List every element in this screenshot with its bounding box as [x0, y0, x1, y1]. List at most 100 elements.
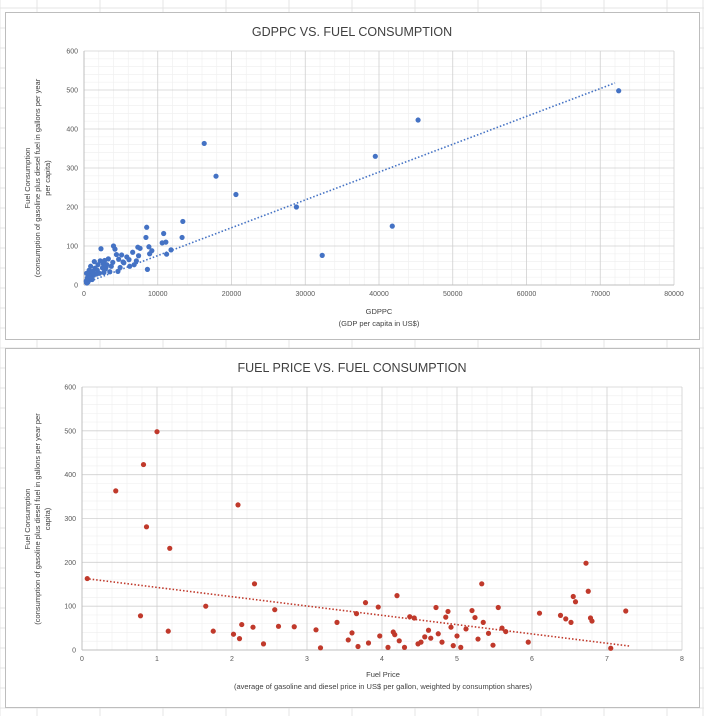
y-tick-label: 300 [66, 166, 78, 173]
x-tick-label: 80000 [664, 291, 684, 298]
chart-1-x-label-sub: (GDP per capita in US$) [339, 319, 420, 328]
data-point [130, 249, 136, 255]
chart-1-y-label-sub-1: (consumption of gasoline plus diesel fue… [33, 78, 42, 277]
data-point [428, 635, 434, 641]
data-point [349, 630, 355, 636]
data-point [475, 636, 481, 642]
data-point [293, 204, 299, 210]
x-tick-label: 8 [680, 656, 684, 663]
data-point [362, 600, 369, 606]
chart-fuelprice-vs-fuel[interactable]: FUEL PRICE VS. FUEL CONSUMPTION Fuel Pri… [5, 348, 700, 708]
chart-gdppc-vs-fuel[interactable]: GDPPC VS. FUEL CONSUMPTION GDPPC (GDP pe… [5, 12, 700, 340]
data-point [355, 643, 361, 650]
data-point [377, 633, 383, 639]
data-point [385, 644, 391, 650]
y-tick-label: 600 [64, 385, 76, 392]
data-point [345, 637, 351, 643]
data-point [127, 263, 133, 269]
x-tick-label: 10000 [148, 291, 168, 298]
chart-1-y-label: Fuel Consumption [23, 148, 32, 209]
x-tick-label: 2 [230, 656, 234, 663]
chart-1-plot: 0 10000 20000 30000 40000 50000 60000 70000 8000… [66, 49, 684, 299]
y-tick-label: 500 [64, 428, 76, 435]
data-point [422, 634, 428, 640]
y-tick-label: 500 [66, 88, 78, 95]
data-point [275, 623, 282, 629]
y-tick-label: 200 [64, 560, 76, 567]
data-point [490, 642, 496, 648]
data-point [608, 645, 614, 651]
data-point [407, 614, 413, 620]
chart-2-title: FUEL PRICE VS. FUEL CONSUMPTION [238, 361, 467, 375]
y-tick-label: 0 [74, 283, 78, 290]
data-point [236, 636, 243, 642]
data-point [251, 581, 258, 587]
data-point [210, 628, 216, 634]
data-point [463, 626, 469, 632]
data-point [144, 266, 151, 272]
x-tick-label: 3 [305, 656, 309, 663]
y-tick-label: 100 [66, 244, 78, 251]
data-point [443, 614, 449, 620]
data-point [113, 251, 120, 258]
data-point [319, 252, 325, 258]
chart-2-x-label-sub: (average of gasoline and diesel price in… [234, 682, 533, 691]
data-point [147, 251, 153, 257]
data-point [375, 604, 381, 610]
data-point [260, 641, 267, 647]
data-point [143, 524, 150, 530]
data-point [235, 502, 241, 508]
data-point [213, 173, 219, 179]
data-point [137, 245, 143, 251]
data-point [334, 619, 340, 625]
data-point [230, 631, 237, 637]
chart-2-y-label-sub-2: capita) [43, 507, 52, 530]
chart-1-title: GDPPC VS. FUEL CONSUMPTION [252, 25, 452, 39]
x-tick-label: 6 [530, 656, 534, 663]
data-point [450, 643, 456, 649]
y-tick-label: 400 [66, 127, 78, 134]
y-tick-label: 400 [64, 472, 76, 479]
data-point [98, 246, 104, 252]
y-tick-label: 600 [66, 49, 78, 56]
data-point [180, 218, 186, 225]
chart-2-x-label: Fuel Price [366, 670, 400, 679]
data-point [97, 258, 103, 264]
chart-2-plot: 0 1 2 3 4 5 6 7 8 0 100 200 300 400 500 600 [64, 385, 684, 664]
trendline [83, 82, 616, 285]
data-point [525, 639, 531, 645]
chart-2-svg: FUEL PRICE VS. FUEL CONSUMPTION Fuel Pri… [23, 361, 684, 691]
x-tick-label: 7 [605, 656, 609, 663]
y-tick-label: 100 [64, 604, 76, 611]
data-point [154, 429, 160, 435]
data-point [401, 644, 408, 650]
trendline [85, 577, 630, 647]
data-point [365, 640, 372, 646]
data-point [589, 618, 595, 624]
data-point [454, 633, 460, 639]
data-point [144, 224, 150, 230]
y-tick-label: 0 [72, 648, 76, 655]
data-point [480, 619, 486, 625]
data-point [448, 624, 454, 630]
data-point [396, 638, 402, 644]
data-point [570, 593, 576, 600]
data-point [167, 545, 173, 551]
x-tick-label: 40000 [369, 291, 389, 298]
data-point [495, 604, 501, 611]
data-point [418, 639, 424, 645]
data-point [425, 627, 432, 633]
data-point [317, 645, 324, 651]
data-point [110, 243, 117, 249]
data-point [469, 607, 475, 614]
data-point [616, 88, 622, 94]
chart-1-svg: GDPPC VS. FUEL CONSUMPTION GDPPC (GDP pe… [23, 25, 684, 328]
data-point [201, 140, 207, 147]
data-point [485, 630, 492, 636]
x-tick-label: 4 [380, 656, 384, 663]
x-tick-label: 1 [155, 656, 159, 663]
data-point [458, 644, 464, 650]
data-point [233, 191, 239, 198]
data-point [372, 153, 378, 159]
x-tick-label: 30000 [296, 291, 316, 298]
